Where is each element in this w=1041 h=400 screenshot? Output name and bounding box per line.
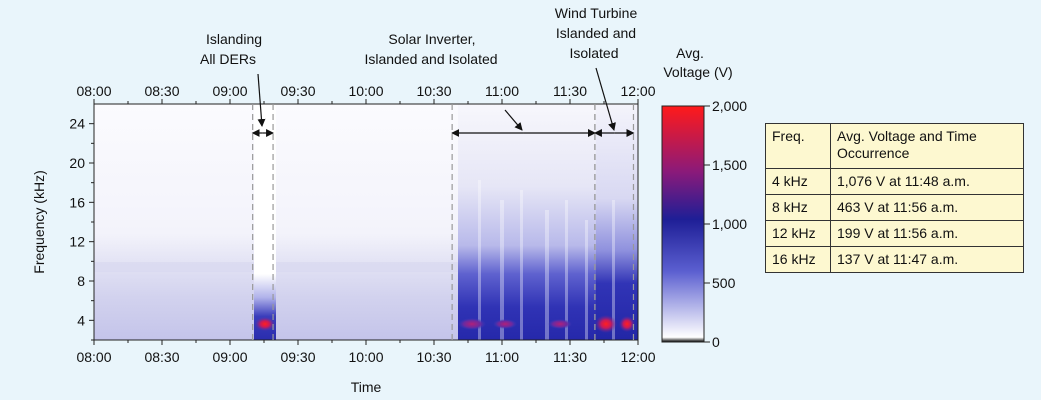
heatmap-islanding-region bbox=[254, 104, 276, 340]
heatmap-streaks bbox=[478, 180, 615, 340]
table-header-freq: Freq. bbox=[765, 123, 831, 169]
x-tick-label-top: 08:30 bbox=[144, 83, 179, 99]
table-cell-freq: 12 kHz bbox=[765, 220, 831, 247]
x-axis-label: Time bbox=[351, 379, 382, 395]
x-tick-label-top: 08:00 bbox=[76, 83, 111, 99]
colorbar-title-line2: Voltage (V) bbox=[663, 64, 732, 80]
x-tick-label-top: 12:00 bbox=[620, 83, 655, 99]
event-label-line1: Wind Turbine bbox=[555, 5, 638, 21]
hotspot-wind-1 bbox=[595, 315, 617, 333]
table-cell-voltage-time: 199 V at 11:56 a.m. bbox=[830, 220, 1024, 247]
x-tick-label-top: 10:30 bbox=[416, 83, 451, 99]
x-tick-label-top: 11:30 bbox=[553, 83, 587, 99]
table-row: 16 kHz 137 V at 11:47 a.m. bbox=[765, 246, 1024, 273]
event-leader-arrow bbox=[595, 67, 616, 131]
hotspot-islanding bbox=[255, 317, 275, 331]
hotspot-solar-2 bbox=[493, 319, 517, 329]
event-label-line2: Islanded and bbox=[556, 25, 636, 41]
x-tick-label-top: 09:00 bbox=[212, 83, 247, 99]
event-annotations: Islanding All DERs Solar Inverter, Islanded… bbox=[200, 5, 637, 340]
event-label-line1: Islanding bbox=[206, 31, 262, 47]
x-tick-label-bottom: 10:00 bbox=[348, 349, 383, 365]
colorbar-title-line1: Avg. bbox=[676, 45, 704, 61]
colorbar-tick-label: 0 bbox=[712, 334, 720, 350]
y-tick-label: 20 bbox=[69, 155, 85, 171]
table-row: 12 kHz 199 V at 11:56 a.m. bbox=[765, 220, 1024, 247]
x-tick-label-top: 10:00 bbox=[348, 83, 383, 99]
table-header-row: Freq. Avg. Voltage and Time Occurrence bbox=[765, 123, 1024, 169]
event-leader-arrow bbox=[504, 109, 523, 131]
x-tick-label-bottom: 08:30 bbox=[144, 349, 179, 365]
y-tick-label: 24 bbox=[69, 116, 85, 132]
event-leader-arrow bbox=[257, 73, 266, 127]
heatmap-solar-region bbox=[458, 104, 596, 340]
y-axis-label: Frequency (kHz) bbox=[31, 170, 47, 273]
table-header-voltage-time: Avg. Voltage and Time Occurrence bbox=[830, 123, 1024, 169]
table-cell-freq: 16 kHz bbox=[765, 246, 831, 273]
x-tick-label-bottom: 10:30 bbox=[416, 349, 451, 365]
hotspot-solar-3 bbox=[548, 319, 572, 329]
y-axis: 4 8 12 16 20 24 bbox=[69, 116, 94, 341]
table-cell-voltage-time: 1,076 V at 11:48 a.m. bbox=[830, 168, 1024, 195]
x-tick-label-bottom: 08:00 bbox=[76, 349, 111, 365]
y-tick-label: 16 bbox=[69, 194, 85, 210]
heatmap-area bbox=[93, 103, 639, 341]
table-cell-voltage-time: 137 V at 11:47 a.m. bbox=[830, 246, 1024, 273]
x-tick-label-top: 11:00 bbox=[485, 83, 519, 99]
table-cell-freq: 8 kHz bbox=[765, 194, 831, 221]
event-label-line3: Isolated bbox=[569, 45, 618, 61]
table-row: 4 kHz 1,076 V at 11:48 a.m. bbox=[765, 168, 1024, 195]
colorbar-ticks: 2,000 1,500 1,000 500 0 bbox=[704, 98, 747, 350]
event-label-line2: All DERs bbox=[200, 51, 256, 67]
colorbar-tick-label: 1,000 bbox=[712, 216, 747, 232]
colorbar-tick-label: 2,000 bbox=[712, 98, 747, 114]
table-row: 8 kHz 463 V at 11:56 a.m. bbox=[765, 194, 1024, 221]
x-tick-label-bottom: 11:00 bbox=[485, 349, 519, 365]
voltage-occurrence-table: Freq. Avg. Voltage and Time Occurrence 4 k… bbox=[765, 123, 1024, 273]
y-tick-label: 4 bbox=[77, 312, 85, 328]
y-tick-label: 12 bbox=[69, 234, 85, 250]
table-cell-voltage-time: 463 V at 11:56 a.m. bbox=[830, 194, 1024, 221]
x-tick-label-bottom: 11:30 bbox=[553, 349, 587, 365]
colorbar-tick-label: 1,500 bbox=[712, 157, 747, 173]
hotspot-solar-1 bbox=[458, 318, 486, 330]
x-tick-label-bottom: 09:00 bbox=[212, 349, 247, 365]
x-axis-top: 08:00 08:30 09:00 09:30 10:00 10:30 11:00 11:30… bbox=[76, 83, 656, 104]
y-tick-label: 8 bbox=[77, 273, 85, 289]
heatmap-wind-region bbox=[596, 104, 638, 340]
table-cell-freq: 4 kHz bbox=[765, 168, 831, 195]
hotspot-wind-2 bbox=[619, 316, 635, 332]
colorbar: Avg. Voltage (V) 2,000 1,500 1,000 500 0 bbox=[661, 45, 747, 350]
colorbar-gradient bbox=[661, 105, 705, 343]
heatmap-band-8khz bbox=[94, 262, 638, 272]
voltage-table-container: Freq. Avg. Voltage and Time Occurrence 4 k… bbox=[765, 123, 1024, 273]
x-tick-label-bottom: 12:00 bbox=[620, 349, 655, 365]
event-label-line2: Islanded and Isolated bbox=[364, 51, 497, 67]
event-label-line1: Solar Inverter, bbox=[388, 31, 475, 47]
x-axis-bottom: 08:00 08:30 09:00 09:30 10:00 10:30 11:00 11:30… bbox=[76, 340, 656, 365]
colorbar-tick-label: 500 bbox=[712, 275, 736, 291]
x-tick-label-bottom: 09:30 bbox=[280, 349, 315, 365]
x-tick-label-top: 09:30 bbox=[280, 83, 315, 99]
